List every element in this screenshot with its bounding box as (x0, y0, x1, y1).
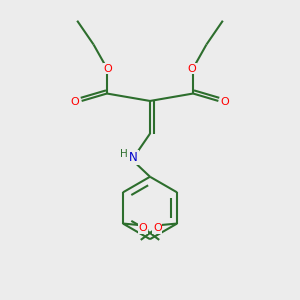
Text: O: O (71, 97, 80, 106)
Text: N: N (129, 151, 138, 164)
Text: O: O (138, 223, 147, 233)
Text: O: O (153, 223, 162, 233)
Text: O: O (188, 64, 197, 74)
Text: H: H (120, 149, 128, 159)
Text: O: O (103, 64, 112, 74)
Text: O: O (220, 97, 229, 106)
